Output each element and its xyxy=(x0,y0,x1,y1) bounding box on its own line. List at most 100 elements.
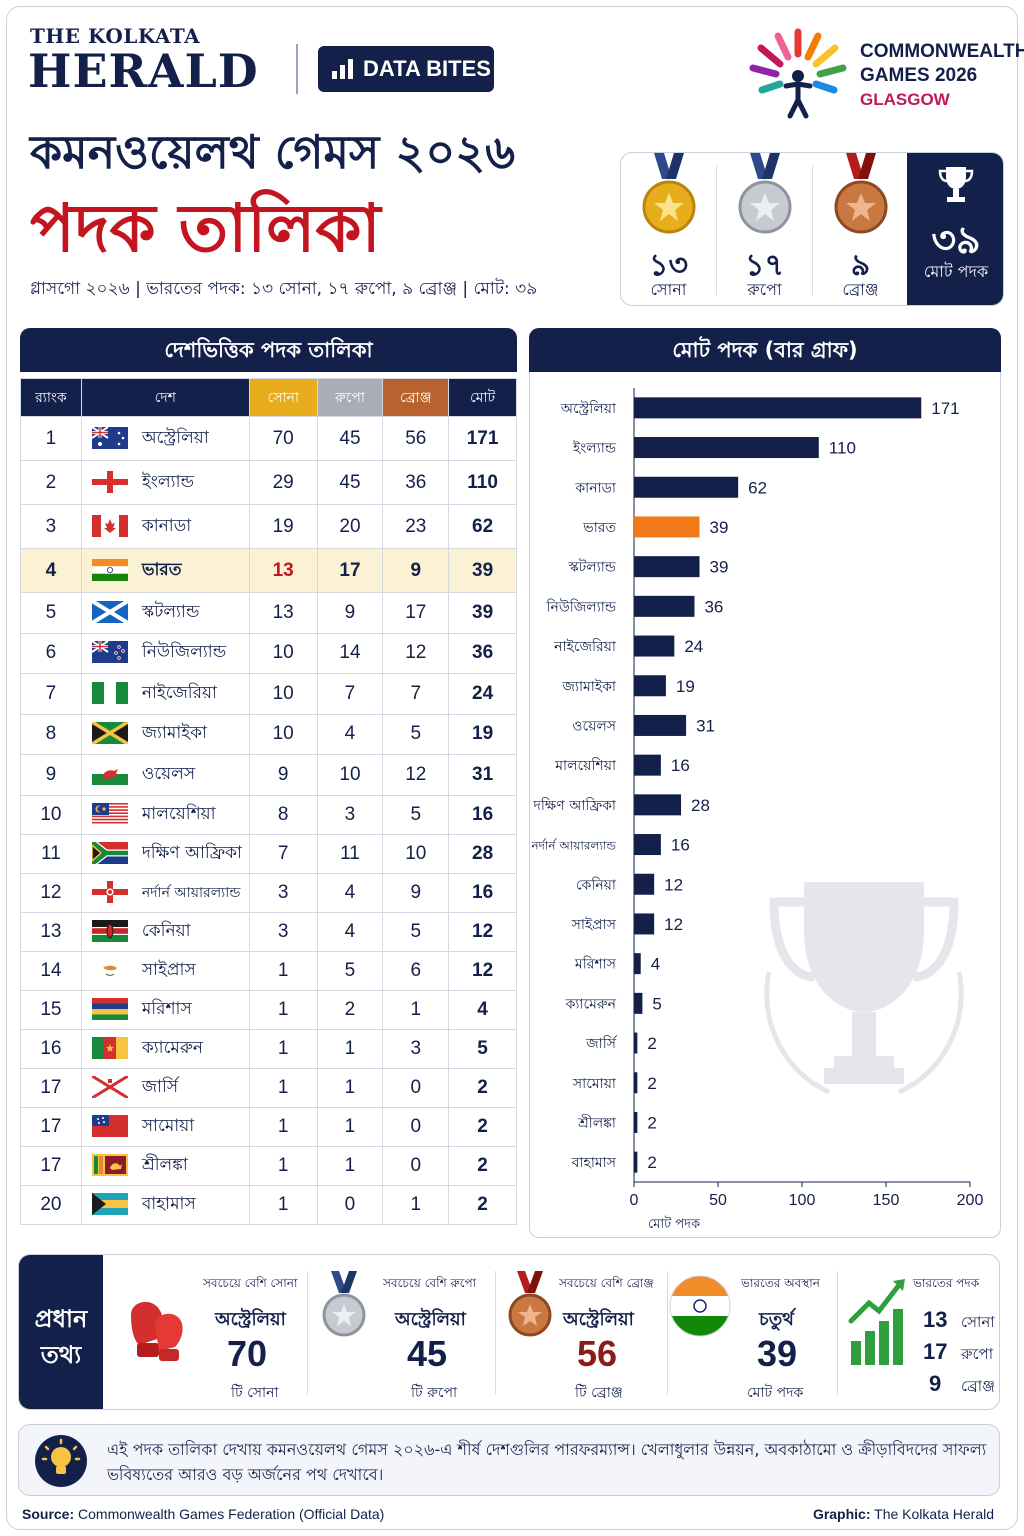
bronze-cell: 1 xyxy=(382,989,450,1030)
trophy-watermark-icon xyxy=(764,882,964,1095)
bar-category-label: শ্রীলঙ্কা xyxy=(577,1114,617,1131)
nigeria-flag-icon xyxy=(91,681,128,704)
growth-chart-icon xyxy=(848,1279,905,1365)
total-cell: 4 xyxy=(448,989,517,1030)
table-row: 8 জ্যামাইকা 10 4 5 19 xyxy=(20,713,517,755)
scotland-flag-icon xyxy=(90,599,129,625)
south-africa-flag-icon xyxy=(89,838,128,867)
bronze-cell: 3 xyxy=(382,1028,450,1069)
info-note: এই পদক তালিকা দেখায় কমনওয়েলথ গেমস ২০২৬… xyxy=(18,1424,1000,1496)
fact-india-position: ভারতের অবস্থান চতুর্থ 39 মোট পদক xyxy=(669,1255,837,1409)
total-cell: 36 xyxy=(448,632,517,674)
fact-most-bronze: সবচেয়ে বেশি ব্রোঞ্জ অস্ট্রেলিয়া 56 টি … xyxy=(497,1255,667,1409)
medal-table: র‍্যাংক দেশ সোনা রুপো ব্রোঞ্জ মোট 1 অস্ট্… xyxy=(20,378,517,1225)
malaysia-flag-icon xyxy=(91,802,128,825)
bar-value-label: 16 xyxy=(671,836,690,855)
bar-chart-title: মোট পদক (বার গ্রাফ) xyxy=(529,328,1001,372)
silver-cell: 14 xyxy=(316,632,384,674)
country-cell: সাইপ্রাস xyxy=(80,950,250,991)
bronze-cell: 12 xyxy=(382,632,450,674)
india-medal-summary: ১৩ সোনা ১৭ রুপো ৯ ব্রোঞ্জ ৩৯ মোট পদক xyxy=(620,152,1004,306)
table-row: 20 বাহামাস 1 0 1 2 xyxy=(20,1184,517,1225)
country-name: নাইজেরিয়া xyxy=(141,682,217,703)
rank-cell: 17 xyxy=(20,1145,82,1186)
wales-flag-icon xyxy=(91,762,128,785)
india-flag-icon xyxy=(91,558,128,581)
bar-chart: অস্ট্রেলিয়া 171 ইংল্যান্ড 110 কানাডা 62 ভারত 3… xyxy=(530,388,983,1232)
bar-chart-icon xyxy=(332,59,353,79)
total-count: ৩৯ xyxy=(931,218,981,262)
silver-cell: 4 xyxy=(316,713,384,755)
table-row: 9 ওয়েলস 9 10 12 31 xyxy=(20,754,517,796)
bronze-cell: 0 xyxy=(382,1067,450,1108)
rank-cell: 10 xyxy=(20,794,82,835)
page-subtitle: পদক তালিকা xyxy=(30,190,381,267)
bar-value-label: 39 xyxy=(710,518,729,537)
bar-category-label: সামোয়া xyxy=(572,1076,617,1092)
bar-category-label: কানাডা xyxy=(574,480,617,496)
silver-cell: 3 xyxy=(316,794,384,835)
bronze-cell: 23 xyxy=(382,504,450,549)
jersey-flag-icon xyxy=(91,1074,129,1099)
commonwealth-games-title: COMMONWEALTH GAMES 2026 GLASGOW xyxy=(860,40,1024,112)
table-row: 17 জার্সি 1 1 0 2 xyxy=(20,1067,517,1108)
silver-cell: 7 xyxy=(316,673,384,715)
bronze-cell: 1 xyxy=(382,1184,450,1225)
country-name: ক্যামেরুন xyxy=(141,1037,204,1058)
fact-title: সবচেয়ে বেশি সোনা xyxy=(203,1276,298,1290)
table-row: 6 নিউজিল্যান্ড 10 14 12 36 xyxy=(20,632,517,674)
gold-cell: 29 xyxy=(248,460,318,505)
col-gold: সোনা xyxy=(248,378,318,417)
bar-category-label: নাইজেরিয়া xyxy=(553,638,617,655)
cwg-line2: GAMES 2026 xyxy=(860,65,978,86)
bar xyxy=(634,556,700,578)
silver-cell: 2 xyxy=(316,989,384,1030)
silver-medal-icon xyxy=(322,1271,366,1337)
gold-cell: 9 xyxy=(248,754,318,796)
rank-cell: 17 xyxy=(20,1067,82,1108)
bronze-cell: 56 xyxy=(382,416,450,461)
silver-cell: 4 xyxy=(316,911,384,952)
country-name: স্কটল্যান্ড xyxy=(141,601,200,622)
bar xyxy=(634,516,700,538)
x-tick-label: 100 xyxy=(789,1192,816,1209)
bronze-count: ৯ xyxy=(850,248,871,283)
rank-cell: 8 xyxy=(20,713,82,755)
table-row: 10 মালয়েশিয়া 8 3 5 16 xyxy=(20,794,517,835)
total-cell: 5 xyxy=(448,1028,517,1069)
country-name: ভারত xyxy=(141,559,182,580)
bar-value-label: 110 xyxy=(829,439,856,458)
country-cell: কানাডা xyxy=(80,504,250,549)
data-bites-label: DATA BITES xyxy=(363,56,491,81)
total-cell: 19 xyxy=(448,713,517,755)
bronze-cell: 10 xyxy=(382,833,450,874)
gold-cell: 10 xyxy=(248,673,318,715)
total-cell: 16 xyxy=(448,794,517,835)
boxing-gloves-icon xyxy=(131,1301,183,1361)
bar-value-label: 62 xyxy=(748,478,767,497)
gold-cell: 13 xyxy=(248,592,318,634)
bronze-cell: 9 xyxy=(382,548,450,593)
total-cell: 24 xyxy=(448,673,517,715)
country-name: মালয়েশিয়া xyxy=(141,803,216,824)
gold-cell: 3 xyxy=(248,911,318,952)
rank-cell: 13 xyxy=(20,911,82,952)
country-cell: মালয়েশিয়া xyxy=(80,794,250,835)
bar xyxy=(634,1111,638,1133)
country-cell: ভারত xyxy=(80,548,250,593)
silver-cell: 20 xyxy=(316,504,384,549)
country-cell: দক্ষিণ আফ্রিকা xyxy=(80,833,250,874)
x-tick-label: 150 xyxy=(873,1192,900,1209)
bar-value-label: 2 xyxy=(647,1153,656,1172)
silver-cell: 45 xyxy=(316,460,384,505)
bar-value-label: 2 xyxy=(647,1113,656,1132)
gold-cell: 70 xyxy=(248,416,318,461)
bar xyxy=(634,437,819,459)
col-bronze: ব্রোঞ্জ xyxy=(382,378,450,417)
lightbulb-icon xyxy=(35,1435,87,1487)
bar xyxy=(634,913,655,935)
country-cell: জ্যামাইকা xyxy=(80,713,250,755)
bronze-cell: 36 xyxy=(382,460,450,505)
india-flag-icon xyxy=(669,1275,731,1337)
silver-cell: 0 xyxy=(316,1184,384,1225)
